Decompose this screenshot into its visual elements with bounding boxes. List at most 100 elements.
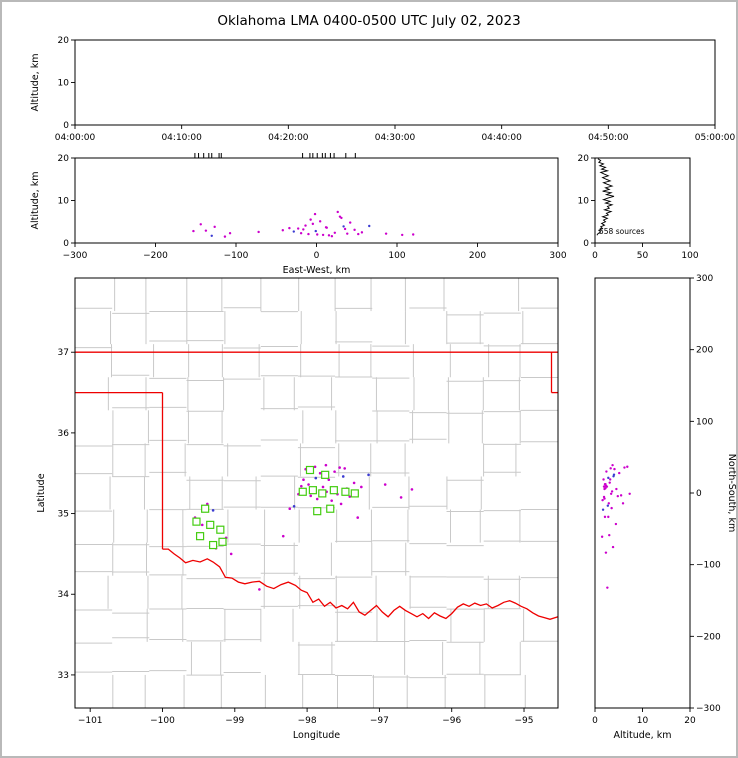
source-point [609, 467, 612, 470]
source-point [211, 509, 215, 512]
y-tick-label: 33 [58, 671, 69, 681]
source-point [360, 485, 363, 489]
source-point [336, 210, 339, 214]
source-point [383, 483, 387, 486]
source-point [281, 534, 285, 538]
source-point [302, 228, 305, 231]
source-point [313, 212, 317, 216]
source-point [410, 488, 414, 491]
source-point [607, 515, 610, 519]
x-tick-label: −200 [143, 251, 168, 261]
source-count-annotation: 558 sources [599, 227, 645, 236]
x-tick-label: −300 [63, 251, 88, 261]
y-tick-label: 0 [583, 239, 589, 249]
source-point [258, 588, 261, 591]
source-point [601, 508, 605, 511]
source-point [367, 473, 370, 477]
x-tick-label: 04:10:00 [161, 133, 202, 143]
source-point [199, 223, 202, 226]
lma-station-marker [195, 532, 205, 541]
source-point [604, 551, 608, 554]
lma-station-marker [308, 486, 317, 495]
source-point [257, 230, 260, 234]
source-point [304, 224, 307, 227]
source-point [603, 487, 606, 491]
x-tick-label: −97 [370, 716, 389, 726]
source-point [313, 465, 317, 469]
source-point [343, 467, 346, 470]
source-point [621, 502, 625, 505]
source-point [602, 478, 605, 481]
source-point [602, 485, 606, 488]
source-point [321, 485, 325, 489]
source-point [360, 231, 364, 234]
source-point [315, 497, 319, 501]
lma-station-marker [350, 489, 359, 498]
x-tick-label: 04:00:00 [55, 133, 96, 143]
lma-station-marker [321, 470, 330, 479]
source-point [324, 463, 328, 467]
source-point [302, 478, 305, 481]
lma-station-marker [192, 517, 201, 526]
source-point [606, 504, 610, 507]
source-point [316, 233, 319, 236]
source-point [307, 483, 310, 486]
source-point [292, 505, 296, 508]
y-tick-label: 0 [63, 239, 69, 249]
x-tick-label: −100 [150, 716, 175, 726]
lma-station-marker [326, 504, 335, 513]
y-tick-label: 0 [696, 489, 702, 499]
source-point [348, 495, 352, 498]
source-point [615, 487, 618, 491]
x-axis-label: East-West, km [283, 265, 351, 276]
source-point [213, 225, 216, 229]
x-tick-label: 0 [592, 716, 598, 726]
source-point [342, 225, 345, 228]
source-point [609, 478, 612, 481]
lma-station-marker [218, 537, 227, 546]
source-point [339, 502, 343, 506]
lma-station-marker [201, 504, 210, 513]
source-point [228, 232, 232, 235]
source-point [318, 220, 322, 223]
x-tick-label: −101 [78, 716, 103, 726]
source-point [309, 494, 313, 498]
source-point [356, 516, 360, 519]
y-axis-label: North-South, km [726, 454, 737, 532]
source-point [300, 484, 303, 488]
source-point [223, 235, 227, 238]
source-point [368, 224, 371, 228]
source-point [606, 586, 609, 589]
panel-frame [74, 277, 559, 709]
x-tick-label: −99 [225, 716, 244, 726]
source-point [605, 470, 608, 473]
lma-station-marker [329, 486, 338, 495]
source-point [357, 232, 360, 236]
y-tick-label: 37 [58, 348, 69, 358]
y-tick-label: 36 [58, 429, 70, 439]
lma-station-marker [341, 487, 350, 496]
source-point [603, 515, 607, 519]
state-border-path [162, 548, 559, 620]
source-point [399, 496, 403, 499]
x-tick-label: 100 [388, 251, 405, 261]
source-point [292, 230, 295, 233]
x-tick-label: −100 [224, 251, 249, 261]
source-point [192, 229, 195, 233]
source-point [341, 475, 345, 478]
source-point [608, 481, 611, 484]
y-tick-label: 10 [578, 197, 590, 207]
y-tick-label: 20 [58, 154, 70, 164]
source-point [330, 235, 334, 238]
source-point [612, 473, 616, 476]
station-ticks-layer [194, 153, 356, 158]
source-point [352, 481, 356, 485]
stations-layer [192, 465, 359, 550]
histogram-trace [596, 158, 615, 236]
source-point [288, 507, 292, 511]
y-tick-label: 35 [58, 510, 69, 520]
x-tick-label: 04:50:00 [588, 133, 629, 143]
source-point [333, 231, 337, 234]
source-point [628, 492, 631, 495]
